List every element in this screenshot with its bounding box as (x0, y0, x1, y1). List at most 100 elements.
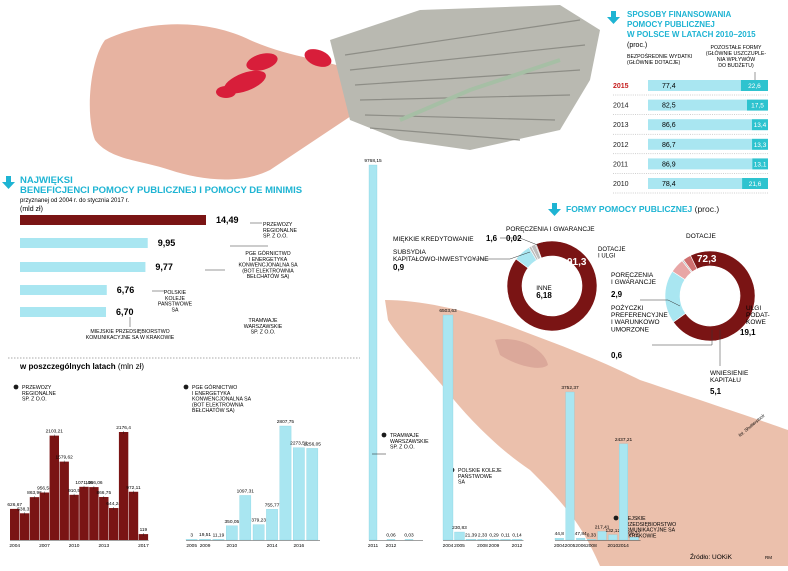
bar (404, 539, 414, 541)
donut-2015-loans-value: 0,6 (611, 351, 623, 360)
bar-value-label: 2437,21 (615, 437, 633, 443)
financing-bar-direct (648, 119, 752, 131)
beneficiaries-title-line-2: BENEFICJENCI POMOCY PUBLICZNEJ I POMOCY … (20, 185, 302, 196)
bar-value-label: 2807,75 (277, 419, 295, 425)
financing-unit: (proc.) (627, 42, 647, 49)
financing-col-header-1: BEZPOŚREDNIE WYDATKI (GŁÓWNIE DOTACJE) (627, 52, 692, 66)
bar (10, 508, 20, 540)
down-arrow-icon (2, 176, 15, 189)
financing-direct-value: 77,4 (662, 83, 676, 90)
bar-value-label: 2,33 (478, 532, 488, 538)
connector-line (500, 237, 541, 247)
financing-year: 2014 (613, 103, 629, 110)
financing-other-value: 13,4 (754, 122, 767, 129)
series-label: PGE GÓRNICTWO I ENERGETYKA KONWENCJONALNA … (192, 384, 252, 414)
x-tick-label: 2017 (138, 543, 149, 549)
bar (239, 495, 252, 541)
bar (266, 509, 278, 541)
series-5: MIEJSKIE PRZEDSIĘBIORSTWO KOMUNIKACYJNE SA… (554, 385, 676, 549)
bar (586, 539, 596, 541)
bar-value-label: 2256,05 (304, 441, 322, 447)
donut-2010-guarantee-value: 0,02 (506, 234, 522, 243)
x-tick-label: 2005 (565, 543, 576, 549)
bar (576, 537, 586, 541)
bar (619, 443, 628, 541)
x-tick-label: 2008 (477, 543, 488, 549)
beneficiary-value: 9,77 (155, 262, 173, 272)
bar (597, 531, 607, 541)
financing-year: 2015 (613, 83, 629, 90)
bar-value-label: 9768,15 (364, 158, 382, 164)
donut-2010-main-label: DOTACJE I ULGI (598, 247, 626, 260)
financing-direct-value: 86,7 (662, 142, 676, 149)
donut-2015-capital-label: WNIESIENIE KAPITAŁU (710, 370, 749, 384)
series-3: TRAMWAJE WARSZAWSKIE SP. Z O.O. 9768,15 0,06… (364, 158, 429, 549)
bar (69, 494, 79, 540)
credit-label: RM (765, 555, 772, 560)
donut-2010-soft-credit-value: 1,6 (486, 234, 498, 243)
bar-value-label: 350,05 (225, 519, 240, 525)
bar-value-label: 866,75 (96, 490, 111, 496)
beneficiaries-subtitle: przyznanej od 2004 r. do stycznia 2017 r… (20, 198, 129, 204)
bar (199, 539, 211, 541)
bar-value-label: 910,5 (68, 488, 80, 494)
bar-value-label: 379,23 (251, 518, 266, 524)
bar (212, 539, 225, 541)
bar-value-label: 3 (190, 532, 193, 538)
beneficiaries-bars: 14,49 PRZEWOZY REGIONALNE SP. Z O.O. 9,95 PGE… (20, 215, 298, 341)
bar-value-label: 863,96 (27, 490, 42, 496)
bar-value-label: 1097,31 (237, 488, 255, 494)
bar (386, 539, 396, 541)
donut-2015-loans-label: POŻYCZKI PREFERENCYJNE I WARUNKOWO UMORZONE (611, 303, 668, 333)
donut-2015-main-label: DOTACJE (686, 233, 717, 240)
financing-title-line-2: POMOCY PUBLICZNEJ (627, 20, 715, 29)
financing-col-header-2: POZOSTAŁE FORMY (GŁÓWNIE USZCZUPLE-NIA WP… (706, 45, 767, 69)
financing-other-value: 21,6 (749, 181, 762, 188)
bar-value-label: 972,11 (126, 485, 141, 491)
bar (608, 534, 618, 541)
bar-value-label: 217,41 (595, 524, 610, 530)
financing-bar-other (752, 138, 768, 150)
x-tick-label: 2010 (69, 543, 80, 549)
financing-bar-direct (648, 158, 753, 170)
financing-title-line-3: W POLSCE W LATACH 2010–2015 (627, 30, 756, 39)
legend-bullet (183, 384, 189, 390)
x-tick-label: 2014 (267, 543, 278, 549)
bar-value-label: 538,31 (17, 506, 32, 512)
bar-value-label: 0,14 (512, 532, 522, 538)
financing-direct-value: 78,4 (662, 181, 676, 188)
legend-bullet (381, 432, 387, 438)
yearly-charts: PRZEWOZY REGIONALNE SP. Z O.O. 626,67538,31… (7, 158, 676, 549)
open-hand-photo (385, 300, 788, 566)
bar (554, 538, 564, 541)
bar-value-label: 956,58 (37, 486, 52, 492)
financing-bar-other (752, 158, 768, 170)
financing-bar-other (751, 119, 768, 131)
donut-2010-other-label: INNE (536, 285, 552, 292)
financing-other-value: 22,6 (748, 83, 761, 90)
bar (19, 513, 30, 540)
bar-value-label: 0,29 (489, 532, 499, 538)
financing-direct-value: 86,9 (662, 161, 676, 168)
beneficiary-bar (20, 307, 107, 317)
legend-bullet (613, 515, 619, 521)
series-label: POLSKIE KOLEJE PAŃSTWOWE SA (458, 468, 502, 486)
bar (500, 539, 511, 541)
x-tick-label: 2004 (554, 543, 565, 549)
bar-value-label: 3752,37 (561, 385, 579, 391)
donut-slice (672, 250, 756, 342)
bar (138, 534, 149, 540)
beneficiary-value: 6,76 (117, 285, 135, 295)
financing-bar-other (747, 99, 768, 111)
hand-with-money-photo (89, 5, 600, 180)
series-2: PGE GÓRNICTWO I ENERGETYKA KONWENCJONALNA … (183, 384, 322, 549)
financing-year: 2012 (613, 142, 629, 149)
series-4: POLSKIE KOLEJE PAŃSTWOWE SA 6503,63 230,8321… (439, 308, 524, 549)
beneficiary-label: PRZEWOZY REGIONALNE SP. Z O.O. (263, 222, 298, 240)
down-arrow-icon (607, 11, 620, 24)
financing-bar-other (742, 178, 768, 189)
donut-year-label: 2010 (543, 306, 560, 313)
beneficiary-value: 9,95 (158, 238, 176, 248)
bar-value-label: 0,11 (501, 532, 510, 538)
donut-2015-tax-value: 19,1 (740, 328, 756, 337)
